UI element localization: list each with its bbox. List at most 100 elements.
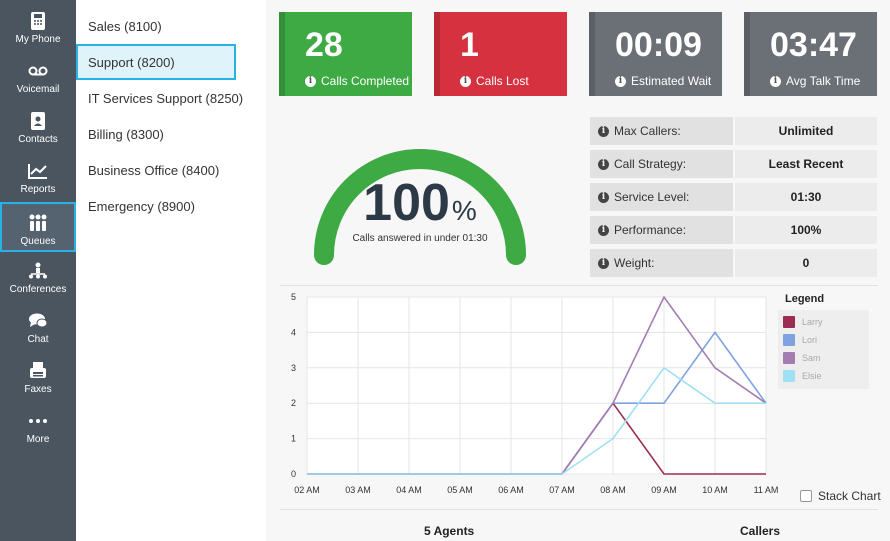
left-nav: My Phone Voicemail Contacts Reports Queu…: [0, 0, 76, 541]
queue-item-support[interactable]: Support (8200): [76, 44, 236, 80]
legend-swatch: [783, 352, 795, 364]
legend-title: Legend: [785, 293, 825, 305]
x-tick-label: 06 AM: [498, 485, 524, 495]
stack-chart-toggle[interactable]: Stack Chart: [800, 489, 881, 503]
card-calls-lost: 1 i Calls Lost: [434, 12, 567, 96]
info-icon: i: [598, 224, 609, 236]
gauge-value-text: 100%: [363, 174, 477, 232]
chat-icon: [27, 310, 49, 332]
stat-key: i Performance:: [590, 216, 733, 244]
card-value: 00:09: [615, 26, 702, 64]
info-icon: i: [598, 191, 609, 203]
stat-row-call-strategy: i Call Strategy: Least Recent: [590, 150, 877, 178]
legend-swatch: [783, 316, 795, 328]
stat-key-label: Max Callers:: [614, 124, 681, 138]
stat-value: 100%: [735, 216, 877, 244]
card-label: Calls Completed: [321, 74, 410, 88]
stat-key-label: Weight:: [614, 256, 655, 270]
stat-value: Least Recent: [735, 150, 877, 178]
stat-key-label: Performance:: [614, 223, 687, 237]
series-line-elsie: [307, 366, 766, 475]
queue-item-emergency[interactable]: Emergency (8900): [88, 198, 195, 214]
stat-key: i Call Strategy:: [590, 150, 733, 178]
stack-chart-checkbox[interactable]: [800, 490, 812, 502]
legend-item-sam[interactable]: Sam: [783, 351, 821, 365]
legend-item-larry[interactable]: Larry: [783, 315, 823, 329]
queue-list: Sales (8100) Support (8200) IT Services …: [76, 0, 266, 541]
card-label: Estimated Wait: [631, 74, 712, 88]
card-label-row: i Avg Talk Time: [770, 74, 860, 88]
divider: [280, 285, 878, 286]
chart-grid: [306, 296, 767, 475]
legend-label: Elsie: [802, 371, 822, 381]
x-tick-label: 03 AM: [345, 485, 371, 495]
nav-conferences[interactable]: Conferences: [0, 252, 76, 302]
stack-chart-label: Stack Chart: [818, 489, 881, 503]
x-tick-label: 04 AM: [396, 485, 422, 495]
card-value: 1: [460, 26, 479, 64]
nav-label: Voicemail: [16, 84, 60, 95]
nav-label: More: [26, 434, 50, 445]
info-icon: i: [598, 257, 609, 269]
info-icon: i: [305, 75, 316, 87]
service-level-gauge: 100% Calls answered in under 01:30: [314, 149, 526, 265]
legend-swatch: [783, 334, 795, 346]
chart-axes: 0 1 2 3 4 5 02 AM 03 AM 04 AM 05 AM 06 AM 07 AM 08 A…: [291, 292, 778, 495]
nav-label: Conferences: [9, 284, 67, 295]
queues-icon: [27, 212, 49, 234]
info-icon: i: [598, 158, 609, 170]
gauge-value: 100: [363, 174, 450, 232]
x-tick-label: 10 AM: [702, 485, 728, 495]
nav-reports[interactable]: Reports: [0, 152, 76, 202]
gauge-unit: %: [452, 195, 477, 226]
x-tick-label: 07 AM: [549, 485, 575, 495]
card-value: 28: [305, 26, 343, 64]
card-value: 03:47: [770, 26, 857, 64]
stat-value: 0: [735, 249, 877, 277]
stat-key-label: Call Strategy:: [614, 157, 687, 171]
legend-label: Sam: [802, 353, 821, 363]
queue-item-business-office[interactable]: Business Office (8400): [88, 162, 220, 178]
legend-item-lori[interactable]: Lori: [783, 333, 817, 347]
gauge-fill: [314, 149, 526, 265]
card-label: Calls Lost: [476, 74, 529, 88]
nav-more[interactable]: More: [0, 402, 76, 452]
nav-chat[interactable]: Chat: [0, 302, 76, 352]
card-label-row: i Estimated Wait: [615, 74, 711, 88]
stat-key-label: Service Level:: [614, 190, 690, 204]
nav-contacts[interactable]: Contacts: [0, 102, 76, 152]
queue-item-it-services[interactable]: IT Services Support (8250): [88, 90, 244, 106]
card-estimated-wait: 00:09 i Estimated Wait: [589, 12, 722, 96]
reports-icon: [27, 160, 49, 182]
x-tick-label: 09 AM: [651, 485, 677, 495]
voicemail-icon: [27, 60, 49, 82]
queue-item-sales[interactable]: Sales (8100): [88, 18, 162, 34]
legend-label: Lori: [802, 335, 818, 345]
conferences-icon: [27, 260, 49, 282]
x-tick-label: 02 AM: [294, 485, 320, 495]
nav-faxes[interactable]: Faxes: [0, 352, 76, 402]
queue-item-billing[interactable]: Billing (8300): [88, 126, 164, 142]
stat-row-performance: i Performance: 100%: [590, 216, 877, 244]
nav-voicemail[interactable]: Voicemail: [0, 52, 76, 102]
y-tick-label: 3: [291, 363, 296, 373]
nav-label: My Phone: [15, 34, 61, 45]
info-icon: i: [770, 75, 781, 87]
agents-heading: 5 Agents: [424, 524, 475, 538]
legend-item-elsie[interactable]: Elsie: [783, 369, 822, 383]
contacts-icon: [27, 110, 49, 132]
nav-label: Chat: [27, 334, 49, 345]
legend-label: Larry: [802, 317, 823, 327]
nav-queues[interactable]: Queues: [0, 202, 76, 252]
gauge-caption: Calls answered in under 01:30: [352, 233, 488, 244]
y-tick-label: 1: [291, 434, 296, 444]
card-label-row: i Calls Completed: [305, 74, 409, 88]
stat-key: i Weight:: [590, 249, 733, 277]
stat-value: Unlimited: [735, 117, 877, 145]
nav-label: Reports: [20, 184, 56, 195]
stat-row-service-level: i Service Level: 01:30: [590, 183, 877, 211]
divider: [280, 509, 878, 510]
stat-value: 01:30: [735, 183, 877, 211]
nav-my-phone[interactable]: My Phone: [0, 2, 76, 52]
legend-swatch: [783, 370, 795, 382]
